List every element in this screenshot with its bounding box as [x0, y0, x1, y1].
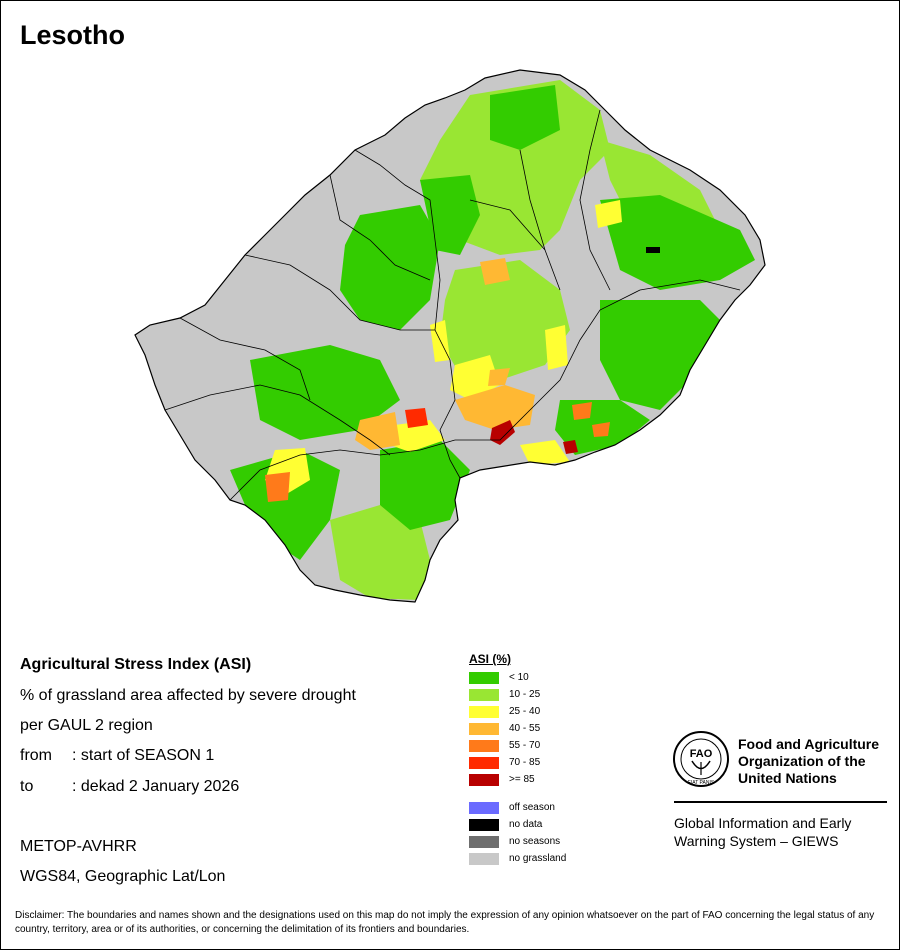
class-25-40-c [390, 420, 445, 452]
class-25-40-f [520, 440, 570, 465]
class-55-70-b [572, 402, 592, 420]
legend-swatch [469, 836, 499, 848]
legend-label: 55 - 70 [509, 740, 541, 751]
class-lt10-east2 [600, 300, 720, 410]
legend-label: < 10 [509, 672, 529, 683]
asi-classes [164, 80, 755, 600]
class-lt10-south [380, 440, 470, 530]
index-title: Agricultural Stress Index (ASI) [20, 656, 252, 673]
legend-swatch [469, 672, 499, 684]
organization-name-line-3: United Nations [738, 770, 837, 786]
giews-name: Global Information and Early Warning Sys… [674, 814, 851, 850]
sensor-label: METOP-AVHRR [20, 838, 137, 855]
class-lt10-north [420, 175, 480, 255]
class-70-85-a [405, 408, 428, 428]
to-value: : dekad 2 January 2026 [72, 778, 240, 795]
class-lt10-east1 [600, 195, 755, 290]
from-label: from [20, 747, 52, 764]
projection-label: WGS84, Geographic Lat/Lon [20, 868, 226, 885]
class-40-55-b [355, 412, 400, 450]
legend-swatch [469, 723, 499, 735]
legend-swatch [469, 757, 499, 769]
class-lt10-northeast [490, 85, 560, 150]
legend-label: 25 - 40 [509, 706, 541, 717]
class-no-data [646, 247, 660, 253]
period-from: from : start of SEASON 1 [20, 747, 214, 765]
legend-label: 40 - 55 [509, 723, 541, 734]
class-40-55-c [480, 258, 510, 285]
legend-label: 70 - 85 [509, 757, 541, 768]
class-lt10-southwest [230, 450, 340, 560]
legend-label: no data [509, 819, 543, 830]
legend-swatch [469, 853, 499, 865]
index-subtitle: % of grassland area affected by severe d… [20, 687, 356, 704]
class-55-70-c [592, 422, 610, 437]
map-title: Lesotho [20, 20, 125, 50]
class-25-40-a [450, 355, 500, 400]
country-border [134, 69, 766, 603]
legend-label: off season [509, 802, 555, 813]
organization-name-line-2: Organization of the [738, 753, 866, 769]
legend-label: >= 85 [509, 774, 535, 785]
index-subtitle-2: per GAUL 2 region [20, 717, 153, 734]
district-boundaries [164, 109, 741, 501]
legend-swatch [469, 689, 499, 701]
legend-label: no grassland [509, 853, 567, 864]
legend-label: 10 - 25 [509, 689, 541, 700]
from-value: : start of SEASON 1 [72, 747, 215, 764]
legend-swatch [469, 706, 499, 718]
giews-line-1: Global Information and Early [674, 815, 852, 831]
legend-swatch [469, 819, 499, 831]
legend-swatch [469, 802, 499, 814]
fao-logo-text: FAO [690, 748, 713, 760]
class-25-40-b [545, 325, 568, 370]
class-25-40-e [595, 200, 622, 228]
class-10-25-central [440, 260, 570, 380]
organization-name: Food and Agriculture Organization of the… [738, 736, 879, 787]
to-label: to [20, 778, 34, 795]
class-55-70-a [265, 472, 290, 502]
organization-name-line-1: Food and Agriculture [738, 736, 880, 752]
class-40-55-a [455, 385, 535, 430]
map-canvas [134, 69, 766, 603]
legend-swatch [469, 740, 499, 752]
disclaimer: Disclaimer: The boundaries and names sho… [15, 910, 875, 935]
class-lt10-center-south [250, 345, 400, 440]
giews-line-2: Warning System – GIEWS [674, 833, 839, 849]
class-gte85-b [563, 440, 578, 454]
class-10-25-south [330, 505, 430, 600]
lesotho-country [134, 69, 766, 603]
class-40-55-d [488, 368, 510, 386]
legend-swatch [469, 774, 499, 786]
fao-logo-motto: FIAT PANIS [688, 780, 715, 786]
class-gte85-a [490, 420, 515, 445]
fao-logo: FAO FIAT PANIS [673, 731, 729, 787]
legend-title: ASI (%) [469, 652, 511, 666]
legend-label: no seasons [509, 836, 561, 847]
divider [674, 801, 887, 803]
period-to: to : dekad 2 January 2026 [20, 778, 239, 796]
